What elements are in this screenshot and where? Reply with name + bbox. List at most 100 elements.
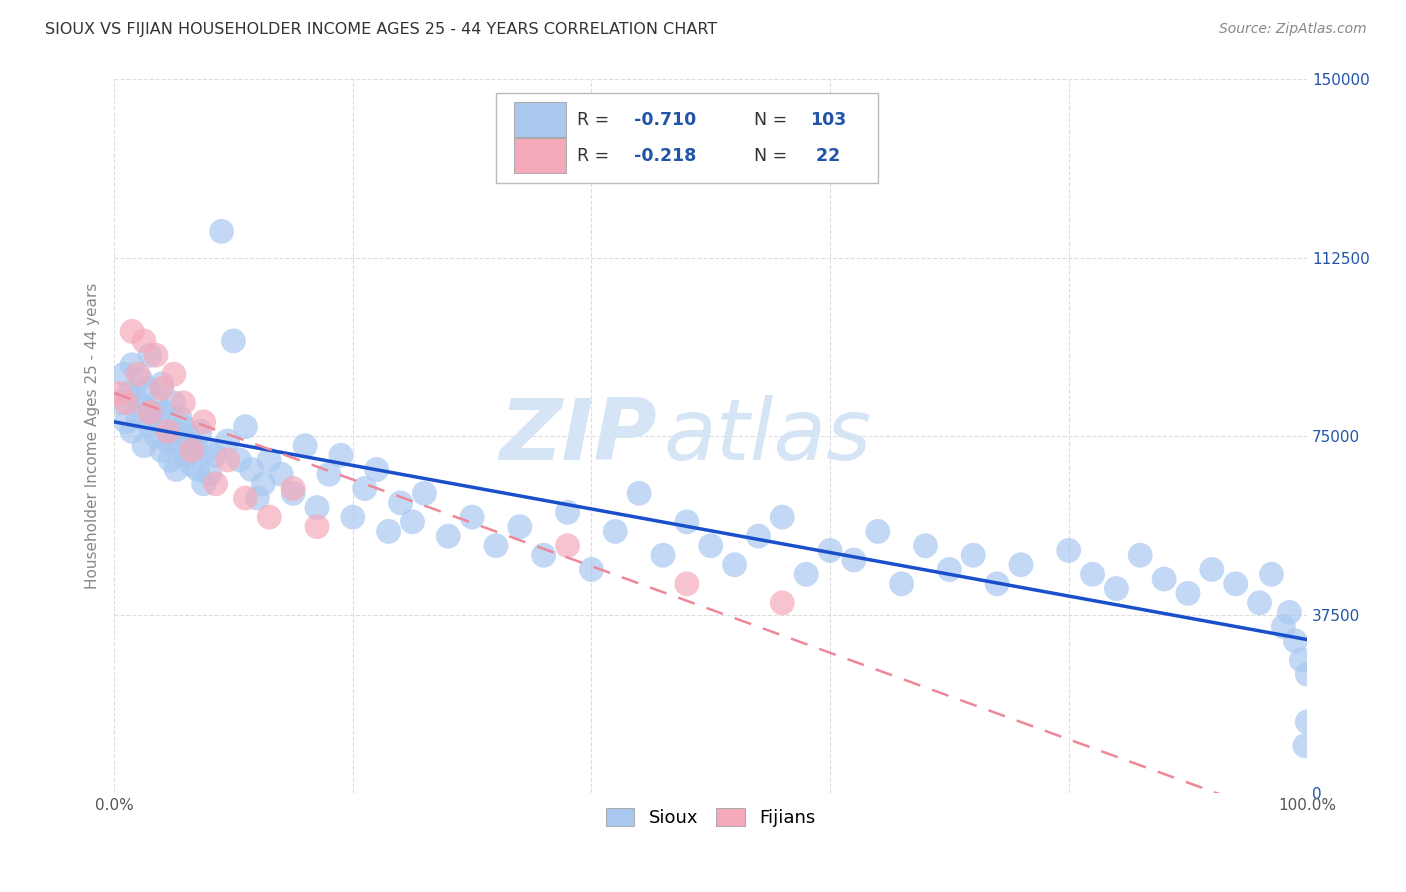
Point — [172, 419, 194, 434]
Point — [700, 539, 723, 553]
Point — [1129, 548, 1152, 562]
Point — [305, 500, 328, 515]
Point — [139, 419, 162, 434]
Y-axis label: Householder Income Ages 25 - 44 years: Householder Income Ages 25 - 44 years — [86, 283, 100, 590]
Point — [127, 368, 149, 382]
Point — [252, 476, 274, 491]
Point — [124, 391, 146, 405]
Point — [1278, 606, 1301, 620]
Point — [139, 348, 162, 362]
Point — [180, 458, 202, 472]
Point — [259, 510, 281, 524]
Point — [150, 443, 173, 458]
Point — [1081, 567, 1104, 582]
Point — [127, 410, 149, 425]
Point — [533, 548, 555, 562]
Text: N =: N = — [754, 147, 793, 165]
Point — [204, 476, 226, 491]
Point — [818, 543, 841, 558]
Point — [177, 429, 200, 443]
Text: -0.218: -0.218 — [634, 147, 697, 165]
Point — [153, 405, 176, 419]
Point — [329, 448, 352, 462]
Point — [198, 467, 221, 482]
Point — [1105, 582, 1128, 596]
Point — [1057, 543, 1080, 558]
Point — [890, 576, 912, 591]
Text: atlas: atlas — [664, 394, 872, 477]
Point — [866, 524, 889, 539]
Point — [1010, 558, 1032, 572]
Point — [1260, 567, 1282, 582]
Point — [342, 510, 364, 524]
Point — [437, 529, 460, 543]
Point — [1291, 653, 1313, 667]
Point — [962, 548, 984, 562]
Point — [217, 434, 239, 448]
Point — [222, 334, 245, 348]
Point — [401, 515, 423, 529]
Point — [121, 425, 143, 439]
Point — [509, 519, 531, 533]
Point — [794, 567, 817, 582]
Point — [121, 325, 143, 339]
Point — [174, 448, 197, 462]
Point — [259, 453, 281, 467]
Point — [938, 562, 960, 576]
Point — [129, 372, 152, 386]
Point — [165, 462, 187, 476]
Point — [246, 491, 269, 505]
Point — [145, 429, 167, 443]
Point — [169, 439, 191, 453]
Point — [914, 539, 936, 553]
FancyBboxPatch shape — [496, 94, 877, 183]
Point — [115, 415, 138, 429]
Point — [770, 596, 793, 610]
Point — [318, 467, 340, 482]
Point — [1201, 562, 1223, 576]
Point — [163, 396, 186, 410]
Point — [108, 396, 131, 410]
Text: R =: R = — [576, 147, 614, 165]
FancyBboxPatch shape — [513, 103, 567, 137]
Point — [1177, 586, 1199, 600]
FancyBboxPatch shape — [513, 138, 567, 173]
Point — [108, 386, 131, 401]
Point — [389, 496, 412, 510]
Point — [557, 539, 579, 553]
Point — [132, 439, 155, 453]
Point — [1296, 714, 1319, 729]
Point — [184, 439, 207, 453]
Point — [117, 386, 139, 401]
Text: -0.710: -0.710 — [634, 111, 696, 128]
Point — [557, 505, 579, 519]
Point — [1272, 620, 1295, 634]
Point — [1284, 634, 1306, 648]
Point — [377, 524, 399, 539]
Point — [986, 576, 1008, 591]
Point — [148, 415, 170, 429]
Point — [188, 425, 211, 439]
Point — [112, 368, 135, 382]
Point — [121, 358, 143, 372]
Point — [132, 334, 155, 348]
Point — [294, 439, 316, 453]
Point — [1249, 596, 1271, 610]
Point — [195, 443, 218, 458]
Point — [770, 510, 793, 524]
Point — [747, 529, 769, 543]
Text: N =: N = — [754, 111, 793, 128]
Text: 103: 103 — [810, 111, 846, 128]
Point — [145, 396, 167, 410]
Point — [159, 453, 181, 467]
Point — [136, 382, 159, 396]
Point — [193, 415, 215, 429]
Point — [485, 539, 508, 553]
Point — [169, 410, 191, 425]
Point — [283, 482, 305, 496]
Point — [628, 486, 651, 500]
Point — [228, 453, 250, 467]
Point — [163, 425, 186, 439]
Point — [605, 524, 627, 539]
Point — [145, 348, 167, 362]
